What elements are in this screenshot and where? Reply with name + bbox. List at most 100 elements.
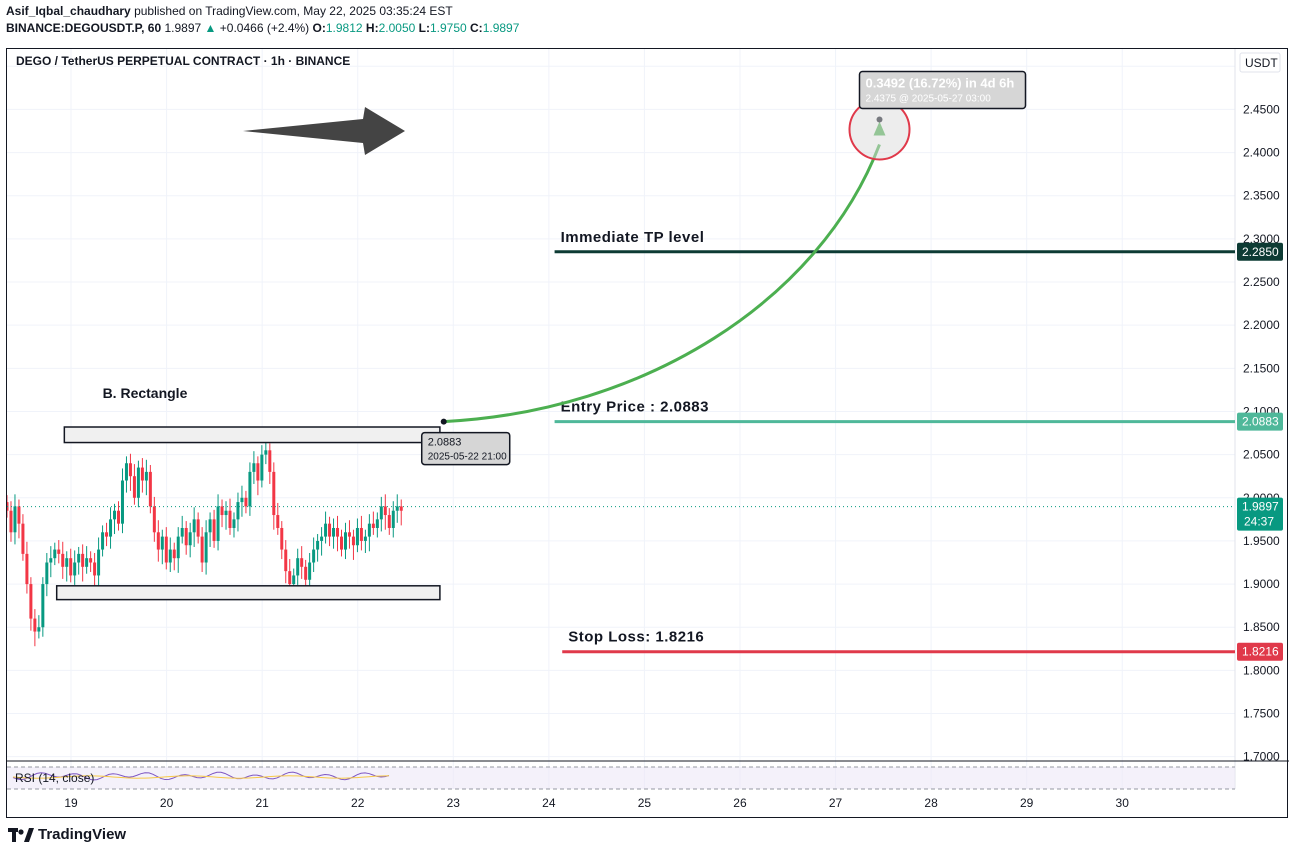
y-tick-label: 2.1500 <box>1243 361 1280 375</box>
candle-body <box>156 532 160 550</box>
candle-body <box>232 519 236 528</box>
direction-arrow-icon <box>243 107 405 155</box>
candle-body <box>276 515 280 528</box>
candle-body <box>33 618 37 632</box>
y-tick-label: 2.2500 <box>1243 275 1280 289</box>
candle-body <box>21 523 25 554</box>
candle-body <box>196 519 200 537</box>
candle-body <box>184 527 188 546</box>
candle-body <box>168 549 172 563</box>
candle-body <box>379 506 383 520</box>
candle-body <box>85 558 89 567</box>
x-tick-label: 28 <box>924 796 938 810</box>
candle-body <box>61 553 65 567</box>
candle-body <box>228 510 232 528</box>
candle-body <box>367 523 371 537</box>
candle-body <box>57 549 61 554</box>
y-tick-label: 2.2000 <box>1243 318 1280 332</box>
candle-body <box>252 463 256 472</box>
candle-body <box>113 510 117 520</box>
candle-body <box>37 627 41 632</box>
rsi-label: RSI (14, close) <box>15 771 94 785</box>
candle-body <box>65 558 69 567</box>
candle-body <box>288 571 292 585</box>
candle-body <box>324 523 328 537</box>
candle-body <box>128 463 132 477</box>
y-tick-label: 2.3000 <box>1243 232 1280 246</box>
candle-body <box>188 532 192 546</box>
candle-body <box>351 536 355 546</box>
candle-body <box>208 519 212 533</box>
currency-label: USDT <box>1245 56 1278 70</box>
candle-body <box>260 454 264 481</box>
projection-change-text: 0.3492 (16.72%) in 4d 6h <box>866 76 1015 91</box>
candle-body <box>264 450 268 455</box>
candle-body <box>148 471 152 507</box>
open-label: O: <box>312 21 326 35</box>
brand-name: TradingView <box>38 826 127 843</box>
projection-tooltip <box>858 70 1027 110</box>
chart-frame[interactable]: 2.50002.45002.40002.35002.30002.25002.20… <box>6 48 1289 819</box>
rsi-line <box>12 771 390 781</box>
candle-body <box>164 536 168 563</box>
candle-body <box>97 549 101 576</box>
candle-body <box>284 549 288 572</box>
level-price-text: 1.8216 <box>1242 645 1279 659</box>
candle-body <box>53 549 57 559</box>
rectangle-zone <box>63 426 441 444</box>
candle-body <box>300 558 304 567</box>
candle-body <box>308 562 312 580</box>
y-tick-label: 1.7500 <box>1243 707 1280 721</box>
level-label: Stop Loss: 1.8216 <box>568 629 704 646</box>
candle-body <box>268 450 272 472</box>
high-value: 2.0050 <box>378 21 416 35</box>
candle-body <box>29 584 33 619</box>
candle-body <box>160 536 164 550</box>
candle-body <box>180 527 184 537</box>
candle-body <box>248 471 252 507</box>
countdown-text: 24:37 <box>1244 515 1274 529</box>
candle-body <box>240 497 244 503</box>
candle-body <box>17 506 21 524</box>
footer-brand[interactable]: TradingView <box>8 826 126 843</box>
candle-body <box>204 532 208 563</box>
publish-line: Asif_Iqbal_chaudhary published on Tradin… <box>6 4 453 19</box>
candle-body <box>292 575 296 585</box>
close-label: C: <box>470 21 483 35</box>
candle-body <box>176 536 180 559</box>
projection-target-text: 2.4375 @ 2025-05-27 03:00 <box>866 94 992 105</box>
candle-body <box>9 510 13 533</box>
candle-body <box>359 527 363 541</box>
y-tick-label: 2.4500 <box>1243 102 1280 116</box>
candle-body <box>152 506 156 533</box>
candle-body <box>391 510 395 528</box>
rectangle-zone <box>55 585 441 601</box>
candle-body <box>101 532 105 550</box>
y-tick-label: 1.9500 <box>1243 534 1280 548</box>
candle-body <box>89 558 93 563</box>
candle-body <box>371 523 375 528</box>
price-chart[interactable]: 2.50002.45002.40002.35002.30002.25002.20… <box>7 49 1289 819</box>
x-tick-label: 22 <box>351 796 365 810</box>
price-change: +0.0466 (+2.4%) <box>219 21 310 35</box>
candle-body <box>347 532 351 537</box>
candle-body <box>312 549 316 563</box>
candle-body <box>25 553 29 585</box>
candle-body <box>332 527 336 537</box>
y-tick-label: 2.3500 <box>1243 189 1280 203</box>
candle-body <box>399 506 403 511</box>
x-tick-label: 25 <box>638 796 652 810</box>
candle-body <box>124 463 128 481</box>
candle-body <box>140 467 144 481</box>
candle-body <box>41 584 45 628</box>
candle-body <box>45 562 49 585</box>
x-tick-label: 19 <box>64 796 78 810</box>
author-name[interactable]: Asif_Iqbal_chaudhary <box>6 4 131 18</box>
candle-body <box>216 506 220 541</box>
candle-body <box>77 553 81 563</box>
x-tick-label: 29 <box>1020 796 1034 810</box>
candle-body <box>69 558 73 576</box>
close-value: 1.9897 <box>482 21 520 35</box>
y-tick-label: 1.8000 <box>1243 663 1280 677</box>
chart-title: DEGO / TetherUS PERPETUAL CONTRACT · 1h … <box>16 54 350 68</box>
